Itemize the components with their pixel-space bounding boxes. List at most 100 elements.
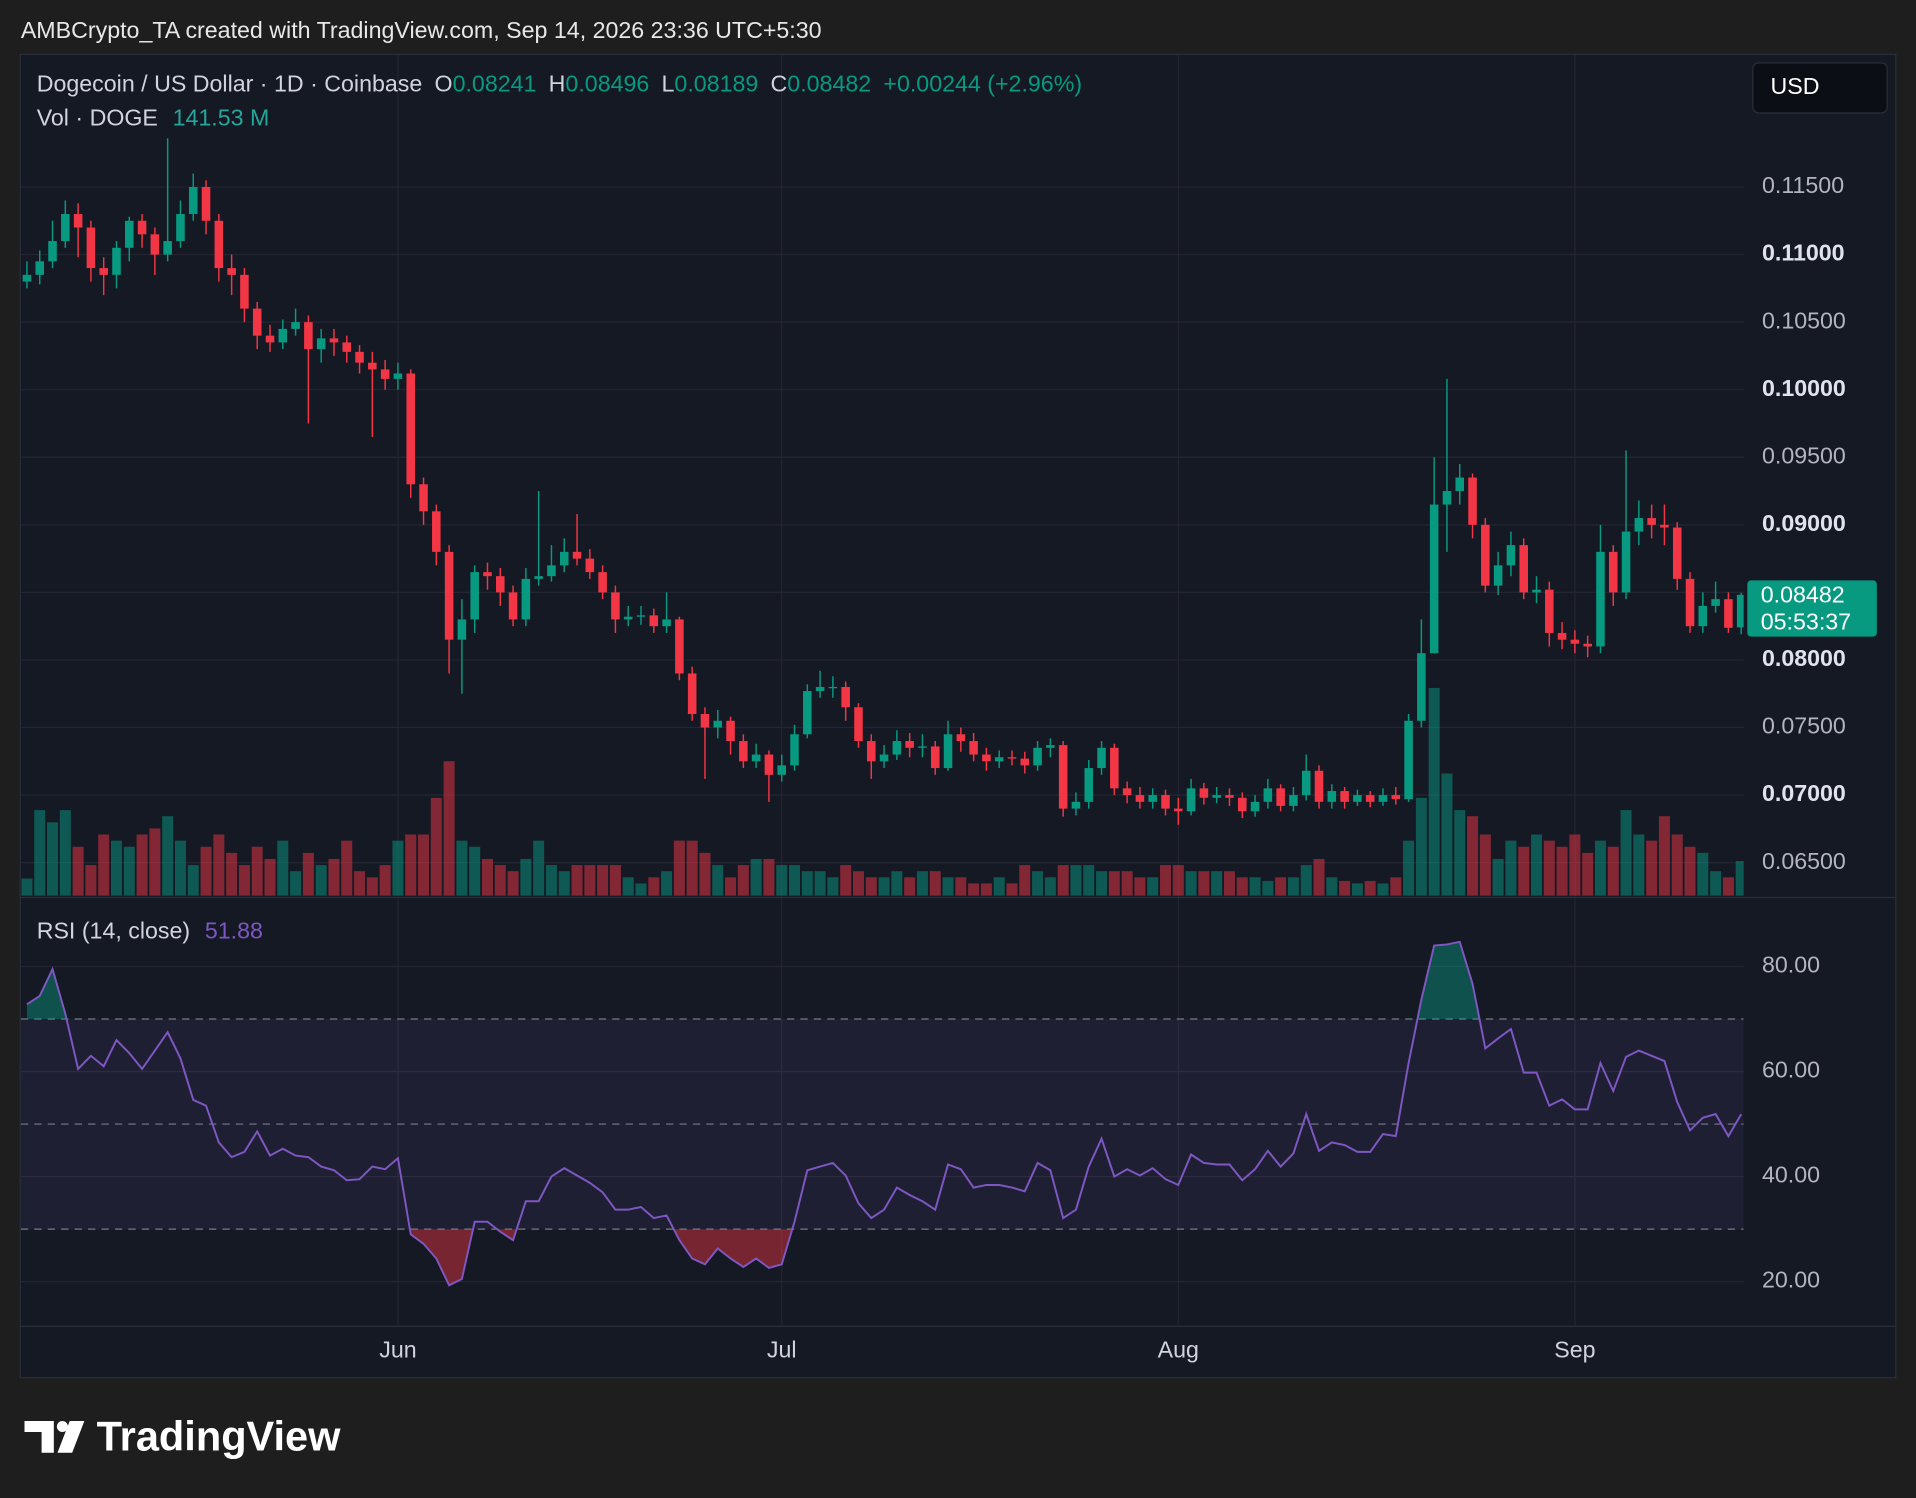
volume-bar bbox=[1633, 834, 1645, 896]
candle-body bbox=[623, 616, 633, 620]
candle-body bbox=[930, 746, 940, 769]
candle-body bbox=[611, 592, 620, 620]
volume-bar bbox=[315, 865, 327, 896]
candle-body bbox=[1660, 524, 1669, 528]
candle-body bbox=[1212, 795, 1221, 798]
volume-bar bbox=[1262, 880, 1274, 896]
volume-bar bbox=[213, 834, 225, 896]
candle-body bbox=[739, 741, 748, 762]
close-value: 0.08482 bbox=[787, 71, 871, 97]
candle-body bbox=[828, 686, 838, 689]
candle-body bbox=[1404, 720, 1413, 800]
candle-body bbox=[265, 335, 275, 343]
volume-bar bbox=[840, 865, 852, 896]
volume-bar bbox=[661, 871, 673, 896]
attribution: AMBCrypto_TA created with TradingView.co… bbox=[21, 17, 822, 43]
close-label: C bbox=[771, 71, 788, 97]
y-tick-label: 20.00 bbox=[1762, 1267, 1820, 1293]
volume-bar bbox=[418, 834, 430, 896]
candle-body bbox=[1007, 757, 1017, 759]
candle-body bbox=[585, 558, 595, 573]
candle-body bbox=[815, 686, 825, 692]
candle-body bbox=[1647, 518, 1656, 525]
candle-body bbox=[1148, 795, 1157, 802]
volume-bar bbox=[1044, 877, 1056, 896]
volume-bar bbox=[1403, 840, 1415, 896]
volume-bar bbox=[1492, 858, 1504, 896]
volume-bar bbox=[1684, 846, 1696, 896]
high-label: H bbox=[549, 71, 566, 97]
volume-bar bbox=[1326, 877, 1338, 896]
volume-bar bbox=[968, 883, 980, 896]
volume-bar bbox=[1198, 871, 1210, 896]
volume-bar bbox=[200, 846, 212, 896]
volume-bar bbox=[1658, 816, 1670, 896]
volume-bar bbox=[456, 840, 468, 896]
candle-body bbox=[188, 187, 198, 215]
candle-body bbox=[547, 565, 556, 577]
volume-bar bbox=[750, 858, 762, 896]
volume-bar bbox=[226, 852, 238, 896]
volume-bar bbox=[494, 865, 506, 896]
candle-body bbox=[649, 615, 659, 627]
candle-body bbox=[35, 261, 45, 275]
candle-body bbox=[1020, 758, 1030, 766]
volume-bar bbox=[1096, 871, 1108, 896]
volume-bar bbox=[1006, 883, 1018, 896]
rsi-legend: RSI (14, close) 51.88 bbox=[37, 917, 263, 943]
volume-bar bbox=[430, 797, 442, 896]
candle-body bbox=[201, 187, 211, 221]
rsi-value: 51.88 bbox=[205, 917, 263, 943]
candle-body bbox=[252, 308, 262, 336]
volume-bar bbox=[942, 877, 954, 896]
candle-body bbox=[521, 578, 531, 620]
candle-body bbox=[1186, 788, 1196, 812]
volume-bar bbox=[1300, 865, 1312, 896]
volume-bar bbox=[469, 846, 481, 896]
candle-body bbox=[892, 741, 902, 755]
volume-bar bbox=[1211, 871, 1223, 896]
y-tick-label: 0.10500 bbox=[1762, 307, 1846, 333]
volume-bar bbox=[1569, 834, 1581, 896]
y-tick-label: 0.06500 bbox=[1762, 848, 1846, 874]
chart-panel bbox=[19, 53, 1897, 1379]
brand-text: TradingView bbox=[97, 1412, 342, 1459]
candle-body bbox=[764, 754, 774, 775]
candle-body bbox=[905, 741, 914, 748]
currency-button[interactable]: USD bbox=[1752, 62, 1888, 114]
volume-value: 141.53 M bbox=[173, 105, 270, 131]
candle-body bbox=[1634, 518, 1644, 532]
volume-bar bbox=[1236, 877, 1248, 896]
currency-box[interactable] bbox=[1752, 62, 1888, 114]
candle-body bbox=[1596, 551, 1605, 647]
volume-bar bbox=[1339, 880, 1351, 896]
candle-body bbox=[969, 741, 978, 755]
y-tick-label: 40.00 bbox=[1762, 1162, 1820, 1188]
candle-body bbox=[1557, 632, 1567, 640]
candle-body bbox=[1519, 545, 1528, 593]
volume-bar bbox=[776, 865, 788, 896]
candle-body bbox=[1698, 605, 1708, 627]
candle-body bbox=[432, 511, 441, 552]
logo-slash bbox=[57, 1421, 85, 1453]
candle-body bbox=[457, 619, 467, 640]
candle-body bbox=[956, 734, 966, 742]
currency-label[interactable]: USD bbox=[1771, 73, 1820, 99]
volume-bar bbox=[891, 871, 903, 896]
volume-bar bbox=[72, 846, 84, 896]
logo-dot bbox=[56, 1421, 68, 1433]
candle-body bbox=[572, 551, 582, 559]
volume-bar bbox=[1390, 877, 1402, 896]
candle-body bbox=[1608, 551, 1618, 593]
candle-body bbox=[1724, 599, 1733, 628]
y-tick-label: 0.08000 bbox=[1762, 645, 1846, 671]
volume-bar bbox=[1607, 846, 1619, 896]
low-label: L bbox=[662, 71, 675, 97]
candle-body bbox=[1506, 545, 1516, 566]
candle-body bbox=[1135, 795, 1145, 802]
volume-bar bbox=[1223, 871, 1235, 896]
volume-bar bbox=[801, 871, 813, 896]
candle-body bbox=[342, 342, 352, 352]
candle-body bbox=[1493, 565, 1503, 586]
